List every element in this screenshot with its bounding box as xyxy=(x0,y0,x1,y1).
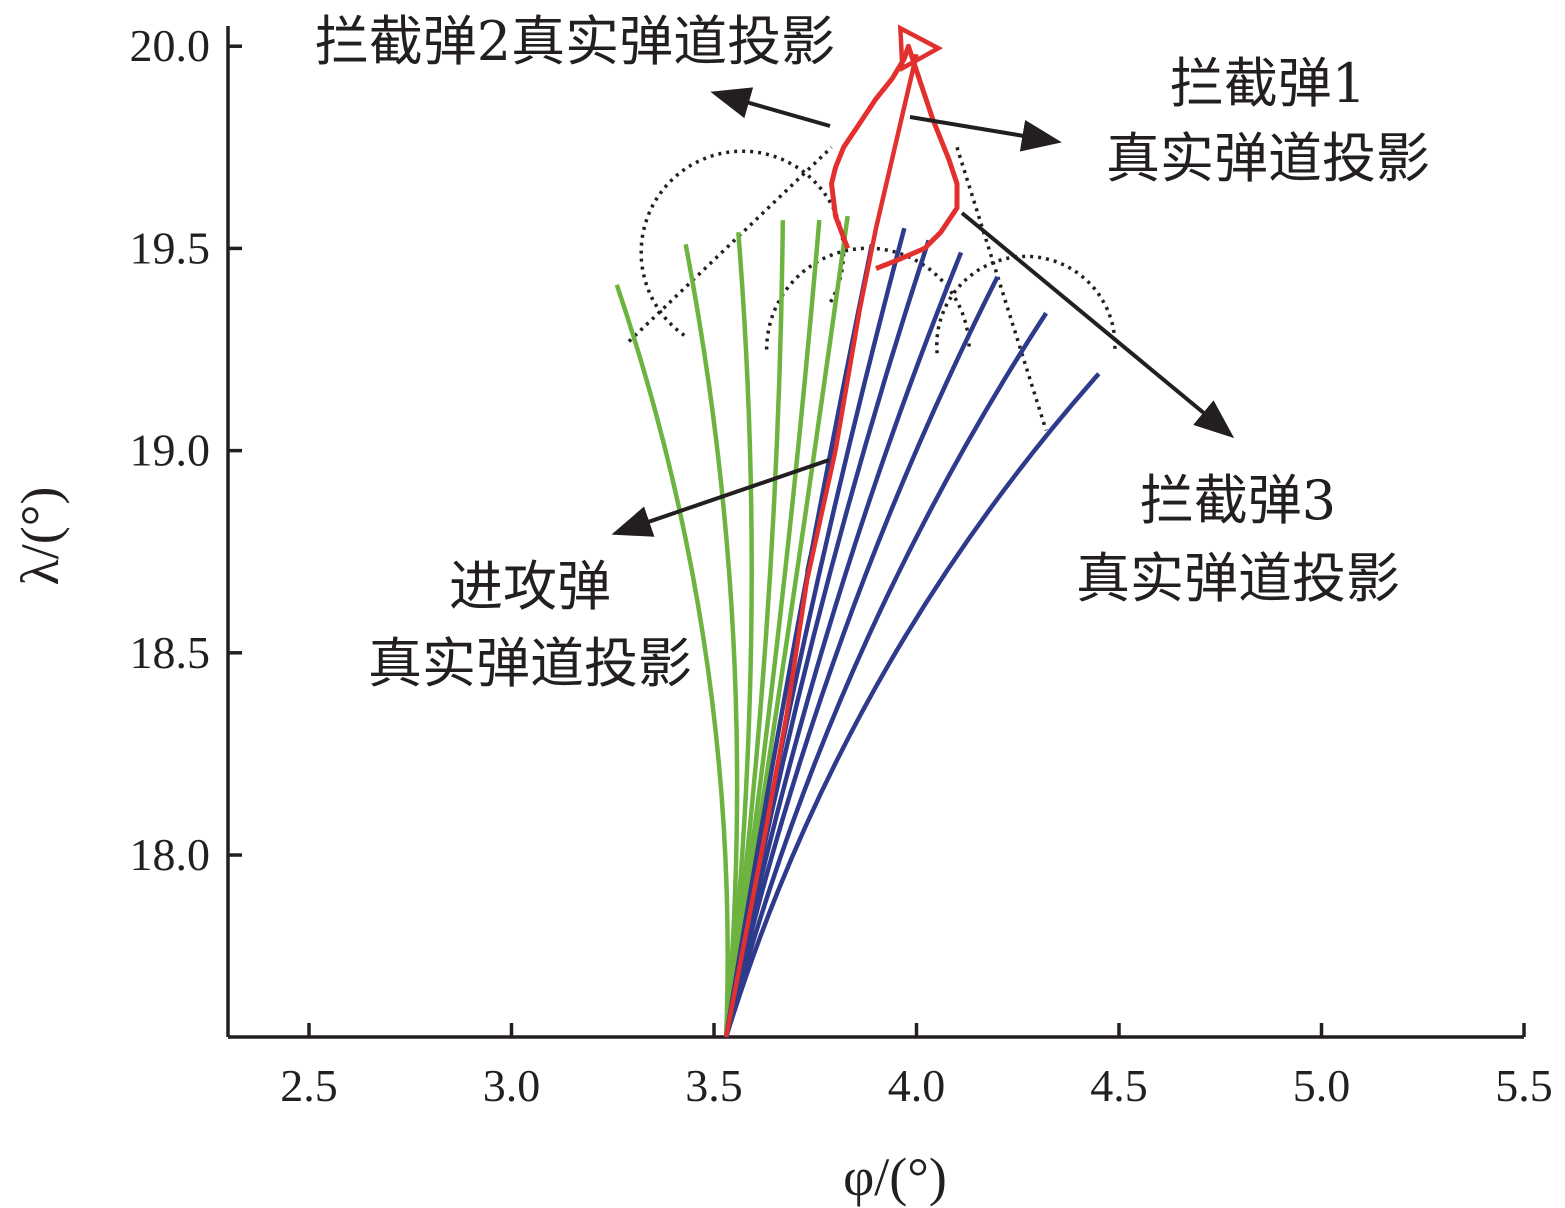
x-tick-label-4: 4.5 xyxy=(1090,1060,1148,1111)
dotted-arc-0 xyxy=(639,149,846,337)
interceptor2-trajectories xyxy=(614,215,850,1038)
dotted-line-1 xyxy=(955,146,1048,431)
x-tick-label-5: 5.0 xyxy=(1293,1060,1351,1111)
blue-trajectory-4 xyxy=(723,275,1000,1038)
y-tick-label-4: 20.0 xyxy=(130,20,211,71)
annotation-interceptor1-line2: 真实弹道投影 xyxy=(1106,127,1430,190)
arrow-interceptor2 xyxy=(710,87,831,128)
target-marker xyxy=(897,24,944,72)
dotted-arc-2 xyxy=(935,254,1117,354)
annotation-interceptor3-line2: 真实弹道投影 xyxy=(1076,547,1400,610)
ticks-layer xyxy=(228,44,1526,1037)
y-axis-title: λ/(°) xyxy=(10,487,70,586)
y-tick-label-0: 18.0 xyxy=(130,829,211,880)
blue-trajectory-6 xyxy=(724,372,1101,1038)
x-tick-label-6: 5.5 xyxy=(1495,1060,1553,1111)
arrow-interceptor1 xyxy=(909,115,1062,152)
blue-trajectory-5 xyxy=(723,311,1048,1038)
interceptor1-trajectory xyxy=(829,43,960,271)
green-trajectory-2 xyxy=(723,232,754,1038)
green-trajectory-0 xyxy=(614,284,730,1038)
annotation-interceptor3-line1: 拦截弹3 xyxy=(1140,469,1336,532)
arrow-interceptor3 xyxy=(960,211,1235,439)
dotted-line-0 xyxy=(627,146,833,343)
x-tick-label-0: 2.5 xyxy=(280,1060,338,1111)
y-tick-label-3: 19.5 xyxy=(130,222,211,273)
y-tick-label-2: 19.0 xyxy=(130,425,211,476)
green-trajectory-1 xyxy=(683,243,740,1038)
x-tick-label-1: 3.0 xyxy=(483,1060,541,1111)
annotation-attacker-line2: 真实弹道投影 xyxy=(368,632,692,695)
annotation-attacker-line1: 进攻弹 xyxy=(449,555,611,618)
green-trajectory-3 xyxy=(723,220,786,1038)
arrow-attacker xyxy=(611,458,830,537)
tick-labels-layer: 2.5 3.0 3.5 4.0 4.5 5.0 5.5 18.0 18.5 19.0 19.5 20.… xyxy=(130,20,1553,1111)
attacker-and-interceptor1-trajectories xyxy=(723,24,960,1038)
blue-trajectory-3 xyxy=(723,251,964,1038)
annotation-interceptor1-line1: 拦截弹1 xyxy=(1170,52,1366,115)
attacker-trajectory xyxy=(723,53,919,1038)
x-axis-title: φ/(°) xyxy=(843,1147,947,1207)
annotation-interceptor2-line1: 拦截弹2真实弹道投影 xyxy=(315,10,835,73)
reference-geometry xyxy=(627,146,1117,573)
x-tick-label-2: 3.5 xyxy=(685,1060,743,1111)
y-tick-label-1: 18.5 xyxy=(130,627,211,678)
dotted-arc-1 xyxy=(764,246,971,350)
x-tick-label-3: 4.0 xyxy=(888,1060,946,1111)
